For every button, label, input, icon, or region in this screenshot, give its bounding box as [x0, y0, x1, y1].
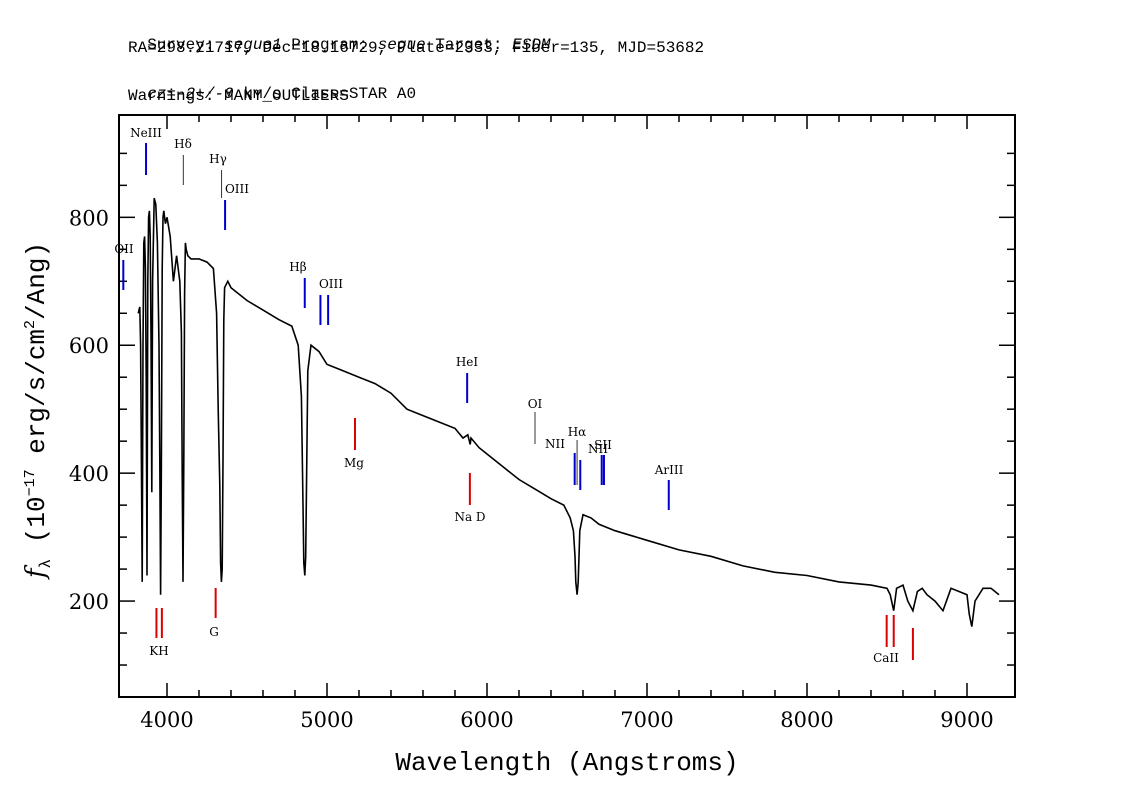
x-tick-label: 7000 — [620, 708, 673, 732]
header-line-1: Survey: segue1 Program: segue Target: ES… — [128, 12, 551, 56]
line-label: KH — [149, 644, 168, 658]
x-axis-label: Wavelength (Angstroms) — [395, 748, 738, 778]
y-axis-label: fλ (10−17 erg/s/cm2/Ang) — [21, 242, 55, 580]
spectral-line-markers: NeIIIHδHγOIIIOIIHβOIIIHeIOINIIHαSIINIIAr… — [114, 126, 914, 665]
line-label: NeIII — [130, 126, 162, 140]
line-label: OIII — [225, 182, 249, 196]
header-line-3: cz=-2+/-0 km/s Class=STAR A0 — [128, 61, 416, 105]
x-tick-label: 6000 — [460, 708, 513, 732]
y-tick-label: 400 — [69, 462, 109, 486]
header-line-2: RA=298.21717, Dec=18.16729, Plate=2333, … — [128, 39, 705, 57]
plot-frame — [118, 114, 1016, 698]
line-label: G — [209, 625, 219, 639]
line-label: SII — [594, 438, 612, 452]
line-label: Hγ — [209, 152, 227, 166]
line-label: Hα — [568, 425, 587, 439]
program-label: Program: — [291, 36, 369, 54]
y-tick-label: 800 — [69, 206, 109, 230]
axis-ticks — [119, 115, 1015, 697]
line-label: OIII — [319, 277, 343, 291]
program-value: segue — [377, 36, 426, 54]
survey-value: segue1 — [224, 36, 282, 54]
y-tick-label: 200 — [69, 590, 109, 614]
y-tick-label: 600 — [69, 334, 109, 358]
line-label: OI — [528, 397, 543, 411]
x-tick-label: 4000 — [140, 708, 193, 732]
spectrum-line — [137, 197, 1000, 627]
cz-rest: km/s Class=STAR A0 — [243, 85, 417, 103]
svg-text:fλ (10−17 erg/s/cm2/Ang): fλ (10−17 erg/s/cm2/Ang) — [21, 242, 55, 580]
line-label: CaII — [873, 651, 899, 665]
cz-value: -2+/-0 — [176, 85, 234, 103]
target-value: ESDM — [512, 36, 551, 54]
x-tick-labels: 4000 5000 6000 7000 8000 9000 — [140, 708, 993, 732]
cz-label: cz= — [147, 85, 177, 103]
y-tick-labels: 200 400 600 800 — [69, 206, 109, 614]
header-warnings: Warnings: MANY_OUTLIERS — [128, 87, 349, 105]
line-label: Na D — [454, 510, 485, 524]
x-tick-label: 9000 — [940, 708, 993, 732]
line-label: Hδ — [174, 137, 192, 151]
line-label: Mg — [344, 456, 364, 470]
target-label: Target: — [435, 36, 503, 54]
line-label: NII — [545, 437, 565, 451]
line-label: HeI — [456, 355, 479, 369]
line-label: NII — [588, 442, 608, 456]
line-label: ArIII — [654, 463, 684, 477]
line-label: OII — [114, 242, 134, 256]
x-tick-label: 5000 — [300, 708, 353, 732]
survey-label: Survey: — [147, 36, 215, 54]
x-tick-label: 8000 — [780, 708, 833, 732]
line-label: Hβ — [289, 260, 306, 274]
